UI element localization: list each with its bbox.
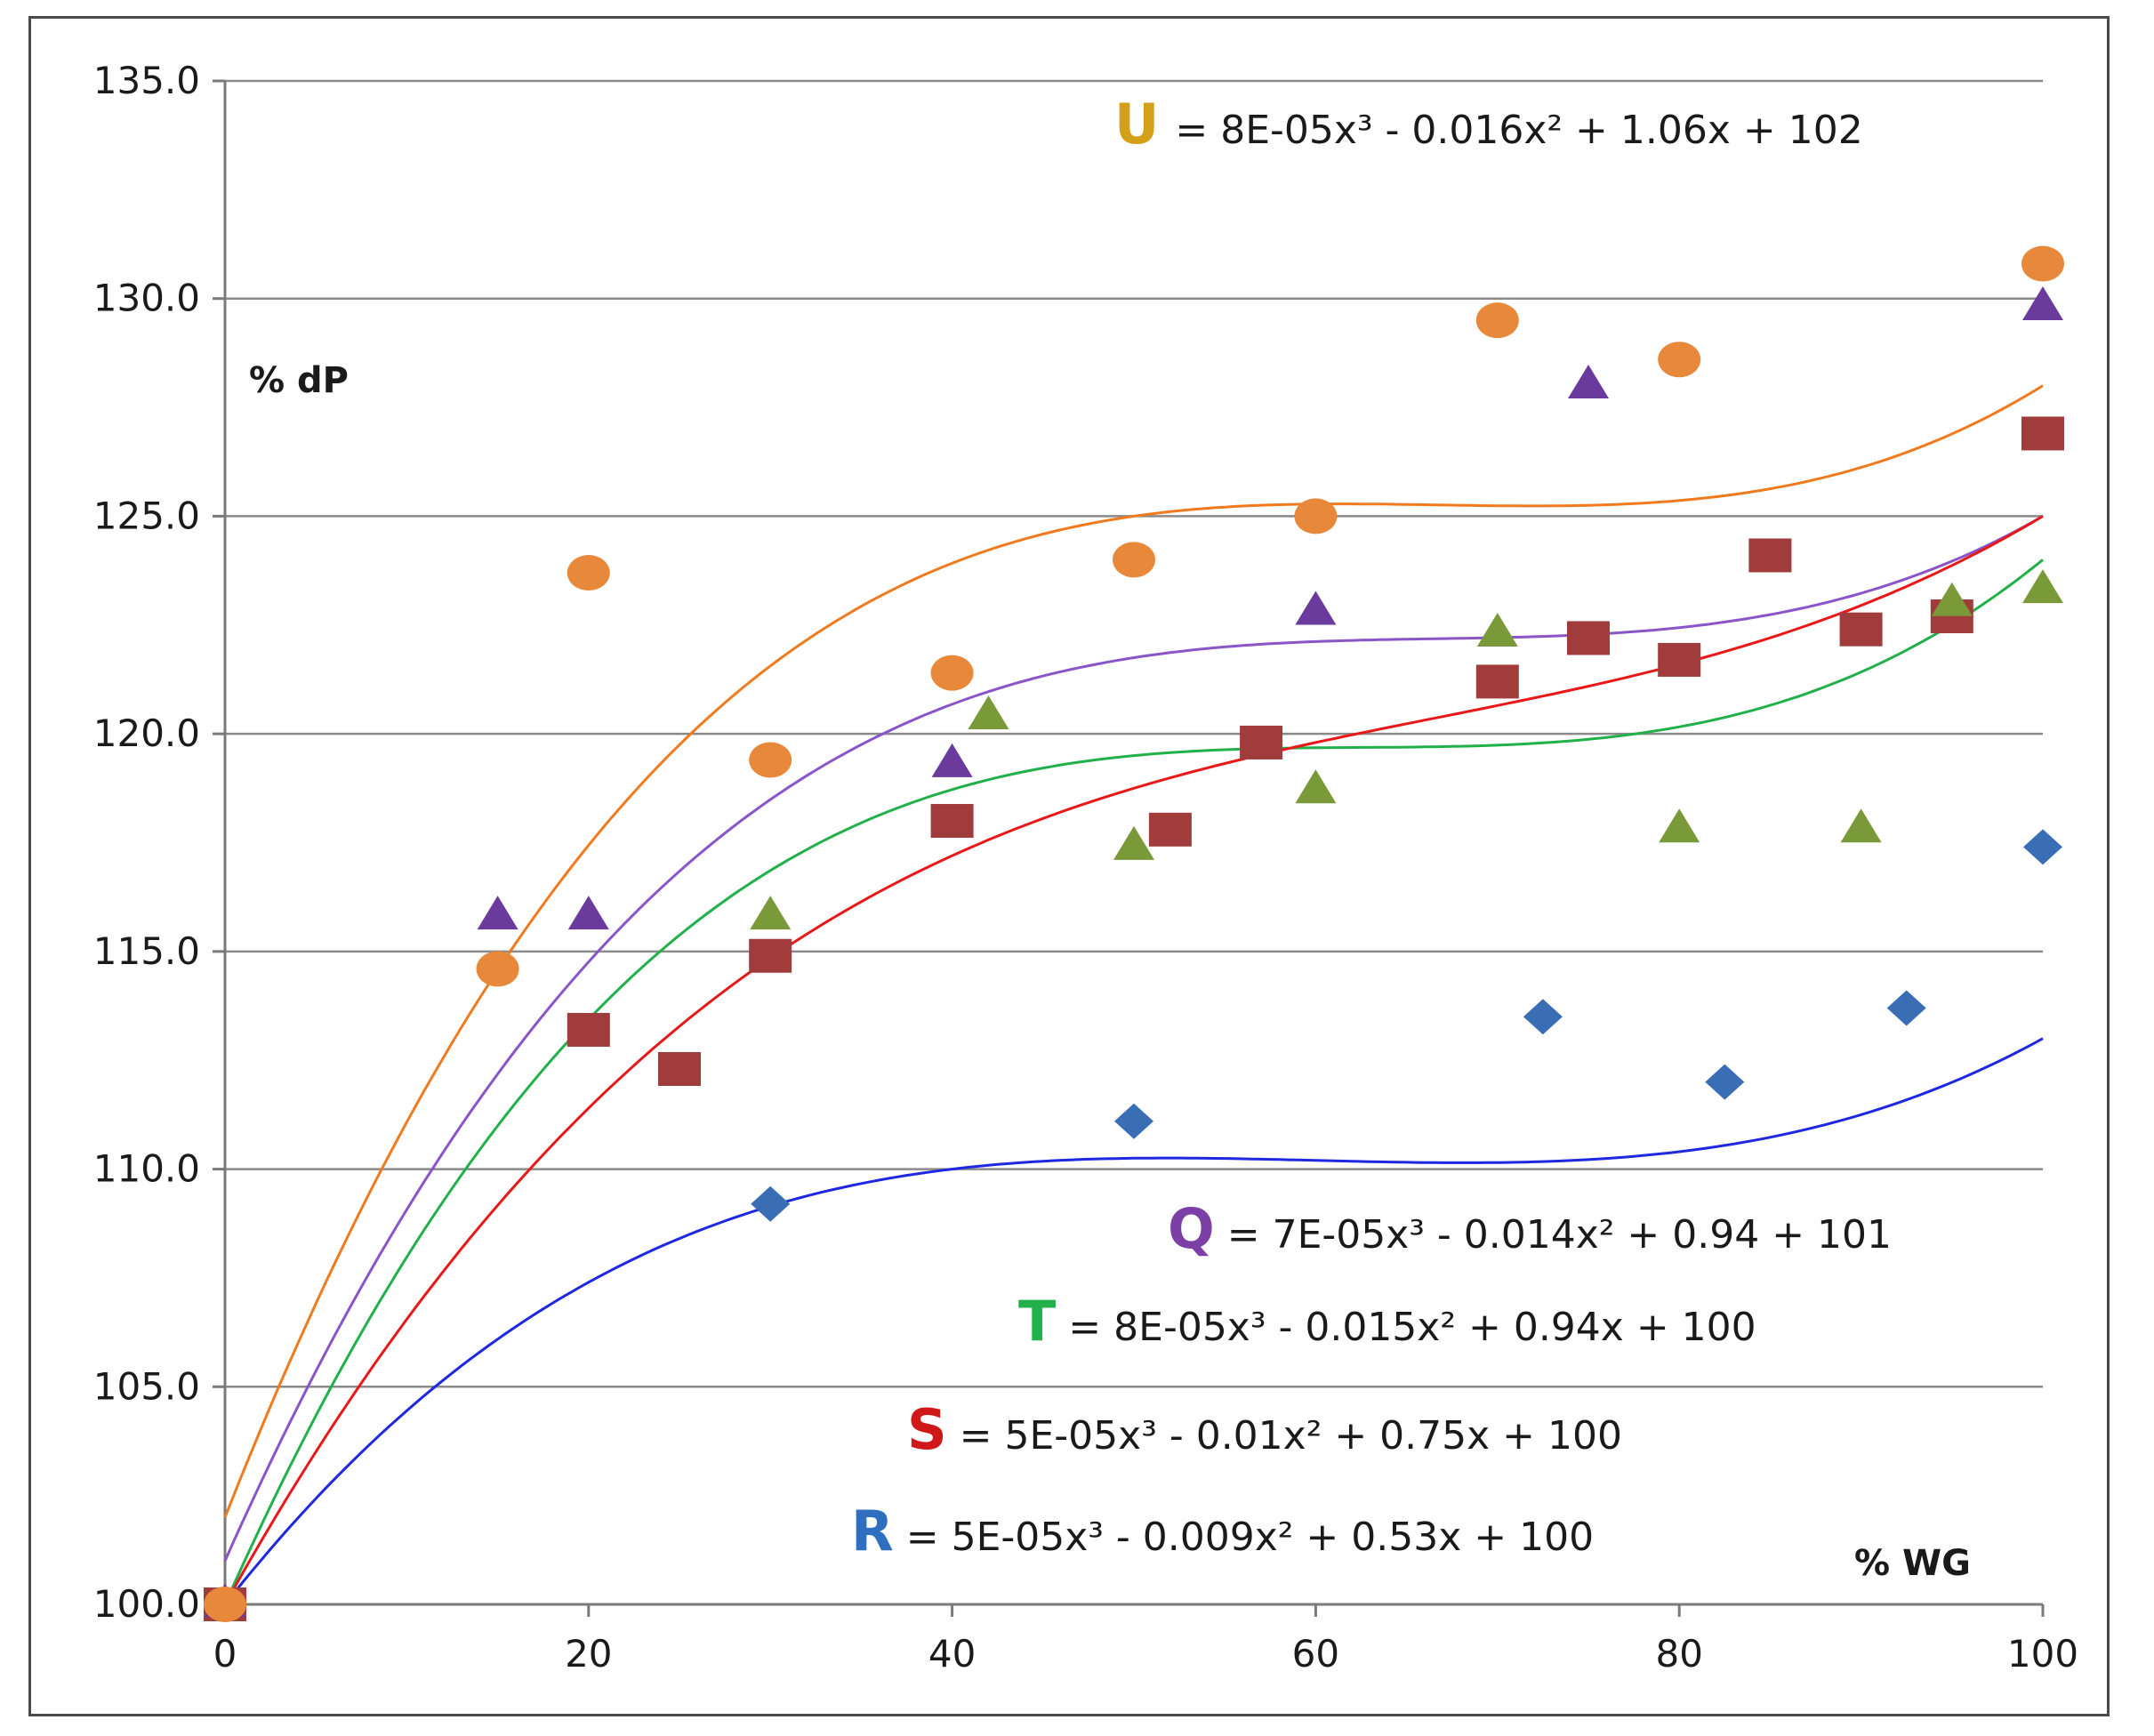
- marker-R: [1886, 990, 1926, 1026]
- svg-text:T= 8E-05x³ - 0.015x² + 0.94x +: T = 8E-05x³ - 0.015x² + 0.94x + 100: [1018, 1289, 1756, 1354]
- marker-U: [1475, 302, 1519, 339]
- marker-S: [1240, 725, 1283, 760]
- y-tick-label: 110.0: [93, 1147, 200, 1191]
- marker-T: [2022, 569, 2063, 604]
- marker-Q: [931, 743, 973, 777]
- svg-text:S= 5E-05x³ - 0.01x² + 0.75x +: S = 5E-05x³ - 0.01x² + 0.75x + 100: [907, 1397, 1622, 1462]
- marker-S: [1839, 612, 1883, 647]
- marker-Q: [1295, 591, 1337, 625]
- marker-U: [749, 742, 792, 778]
- x-axis-label: % WG: [1854, 1543, 1971, 1584]
- marker-Q: [2022, 285, 2063, 320]
- y-tick-label: 130.0: [93, 277, 200, 320]
- marker-S: [1748, 538, 1792, 573]
- equation-R: R = 5E-05x³ - 0.009x² + 0.53x + 100: [851, 1499, 1594, 1563]
- marker-U: [567, 555, 610, 591]
- curve-layer: [223, 384, 2044, 1605]
- marker-U: [204, 1587, 246, 1622]
- y-tick-label: 105.0: [93, 1364, 200, 1408]
- trendline-R: [223, 1037, 2044, 1605]
- x-tick-label: 80: [1655, 1632, 1702, 1676]
- equation-Q-letter: Q: [1168, 1196, 1215, 1261]
- svg-text:R= 5E-05x³ - 0.009x² + 0.53x +: R = 5E-05x³ - 0.009x² + 0.53x + 100: [851, 1499, 1594, 1563]
- equation-Q-text: = 7E-05x³ - 0.014x² + 0.94 + 101: [1227, 1212, 1892, 1258]
- marker-S: [658, 1052, 701, 1087]
- marker-T: [1476, 613, 1518, 647]
- marker-R: [751, 1185, 791, 1222]
- y-tick-label: 120.0: [93, 711, 200, 755]
- marker-S: [567, 1012, 610, 1047]
- x-tick-label: 60: [1292, 1632, 1339, 1676]
- equation-S-text: = 5E-05x³ - 0.01x² + 0.75x + 100: [960, 1413, 1622, 1459]
- equation-U-text: = 8E-05x³ - 0.016x² + 1.06x + 102: [1175, 108, 1862, 153]
- y-tick-label: 115.0: [93, 929, 200, 973]
- trendline-U: [223, 384, 2044, 1518]
- marker-S: [2021, 416, 2064, 451]
- grid-layer: [225, 79, 2043, 1388]
- equation-R-letter: R: [851, 1499, 894, 1563]
- chart-frame: 100.0 105.0 110.0 115.0 120.0 125.0 130.0 135.0…: [28, 16, 2110, 1716]
- axis-layer: [223, 81, 2043, 1606]
- marker-T: [750, 896, 792, 930]
- equation-S: S = 5E-05x³ - 0.01x² + 0.75x + 100: [907, 1397, 1622, 1462]
- equation-T: T = 8E-05x³ - 0.015x² + 0.94x + 100: [1018, 1289, 1756, 1354]
- marker-T: [1840, 808, 1882, 843]
- marker-S: [1567, 621, 1610, 655]
- marker-U: [1658, 342, 1701, 378]
- svg-text:U= 8E-05x³ - 0.016x² + 1.06x +: U = 8E-05x³ - 0.016x² + 1.06x + 102: [1114, 92, 1863, 157]
- equation-R-text: = 5E-05x³ - 0.009x² + 0.53x + 100: [906, 1515, 1594, 1560]
- x-tick-label: 40: [928, 1632, 976, 1676]
- y-tick-label: 135.0: [93, 59, 200, 102]
- tick-layer: 100.0 105.0 110.0 115.0 120.0 125.0 130.0 135.0…: [93, 59, 2078, 1676]
- marker-R: [1523, 999, 1563, 1035]
- trendline-S: [223, 515, 2044, 1605]
- marker-U: [476, 951, 519, 987]
- marker-T: [1659, 808, 1700, 843]
- marker-T: [1931, 582, 1973, 616]
- marker-R: [1705, 1064, 1745, 1100]
- marker-S: [930, 804, 974, 839]
- equation-Q: Q = 7E-05x³ - 0.014x² + 0.94 + 101: [1168, 1196, 1892, 1261]
- marker-S: [749, 938, 792, 973]
- equation-T-letter: T: [1018, 1289, 1056, 1354]
- trendline-Q: [223, 515, 2044, 1562]
- svg-text:Q= 7E-05x³ - 0.014x² + 0.94 +: Q = 7E-05x³ - 0.014x² + 0.94 + 101: [1168, 1196, 1892, 1261]
- equation-T-text: = 8E-05x³ - 0.015x² + 0.94x + 100: [1068, 1305, 1756, 1350]
- y-tick-label: 125.0: [93, 494, 200, 537]
- equation-S-letter: S: [907, 1397, 947, 1462]
- marker-S: [1475, 664, 1519, 699]
- y-axis-label: % dP: [249, 360, 349, 401]
- x-tick-label: 20: [565, 1632, 612, 1676]
- x-tick-label: 0: [213, 1632, 237, 1676]
- y-tick-label: 100.0: [93, 1582, 200, 1626]
- marker-Q: [567, 896, 609, 930]
- marker-S: [1148, 812, 1192, 847]
- marker-T: [1295, 769, 1337, 804]
- equation-U-letter: U: [1114, 92, 1159, 157]
- marker-layer: [204, 245, 2064, 1622]
- marker-Q: [1568, 365, 1609, 399]
- x-tick-label: 100: [2007, 1632, 2078, 1676]
- marker-U: [930, 655, 974, 691]
- marker-R: [1114, 1103, 1153, 1139]
- marker-U: [2021, 245, 2064, 282]
- marker-T: [968, 695, 1009, 730]
- equation-U: U = 8E-05x³ - 0.016x² + 1.06x + 102: [1114, 92, 1863, 157]
- trendline-T: [223, 559, 2044, 1605]
- marker-R: [2023, 829, 2062, 865]
- marker-S: [1658, 642, 1701, 677]
- marker-U: [1294, 498, 1338, 534]
- chart-svg: 100.0 105.0 110.0 115.0 120.0 125.0 130.0 135.0…: [93, 59, 2078, 1676]
- marker-Q: [477, 896, 518, 930]
- marker-U: [1113, 542, 1155, 578]
- marker-T: [1113, 825, 1154, 860]
